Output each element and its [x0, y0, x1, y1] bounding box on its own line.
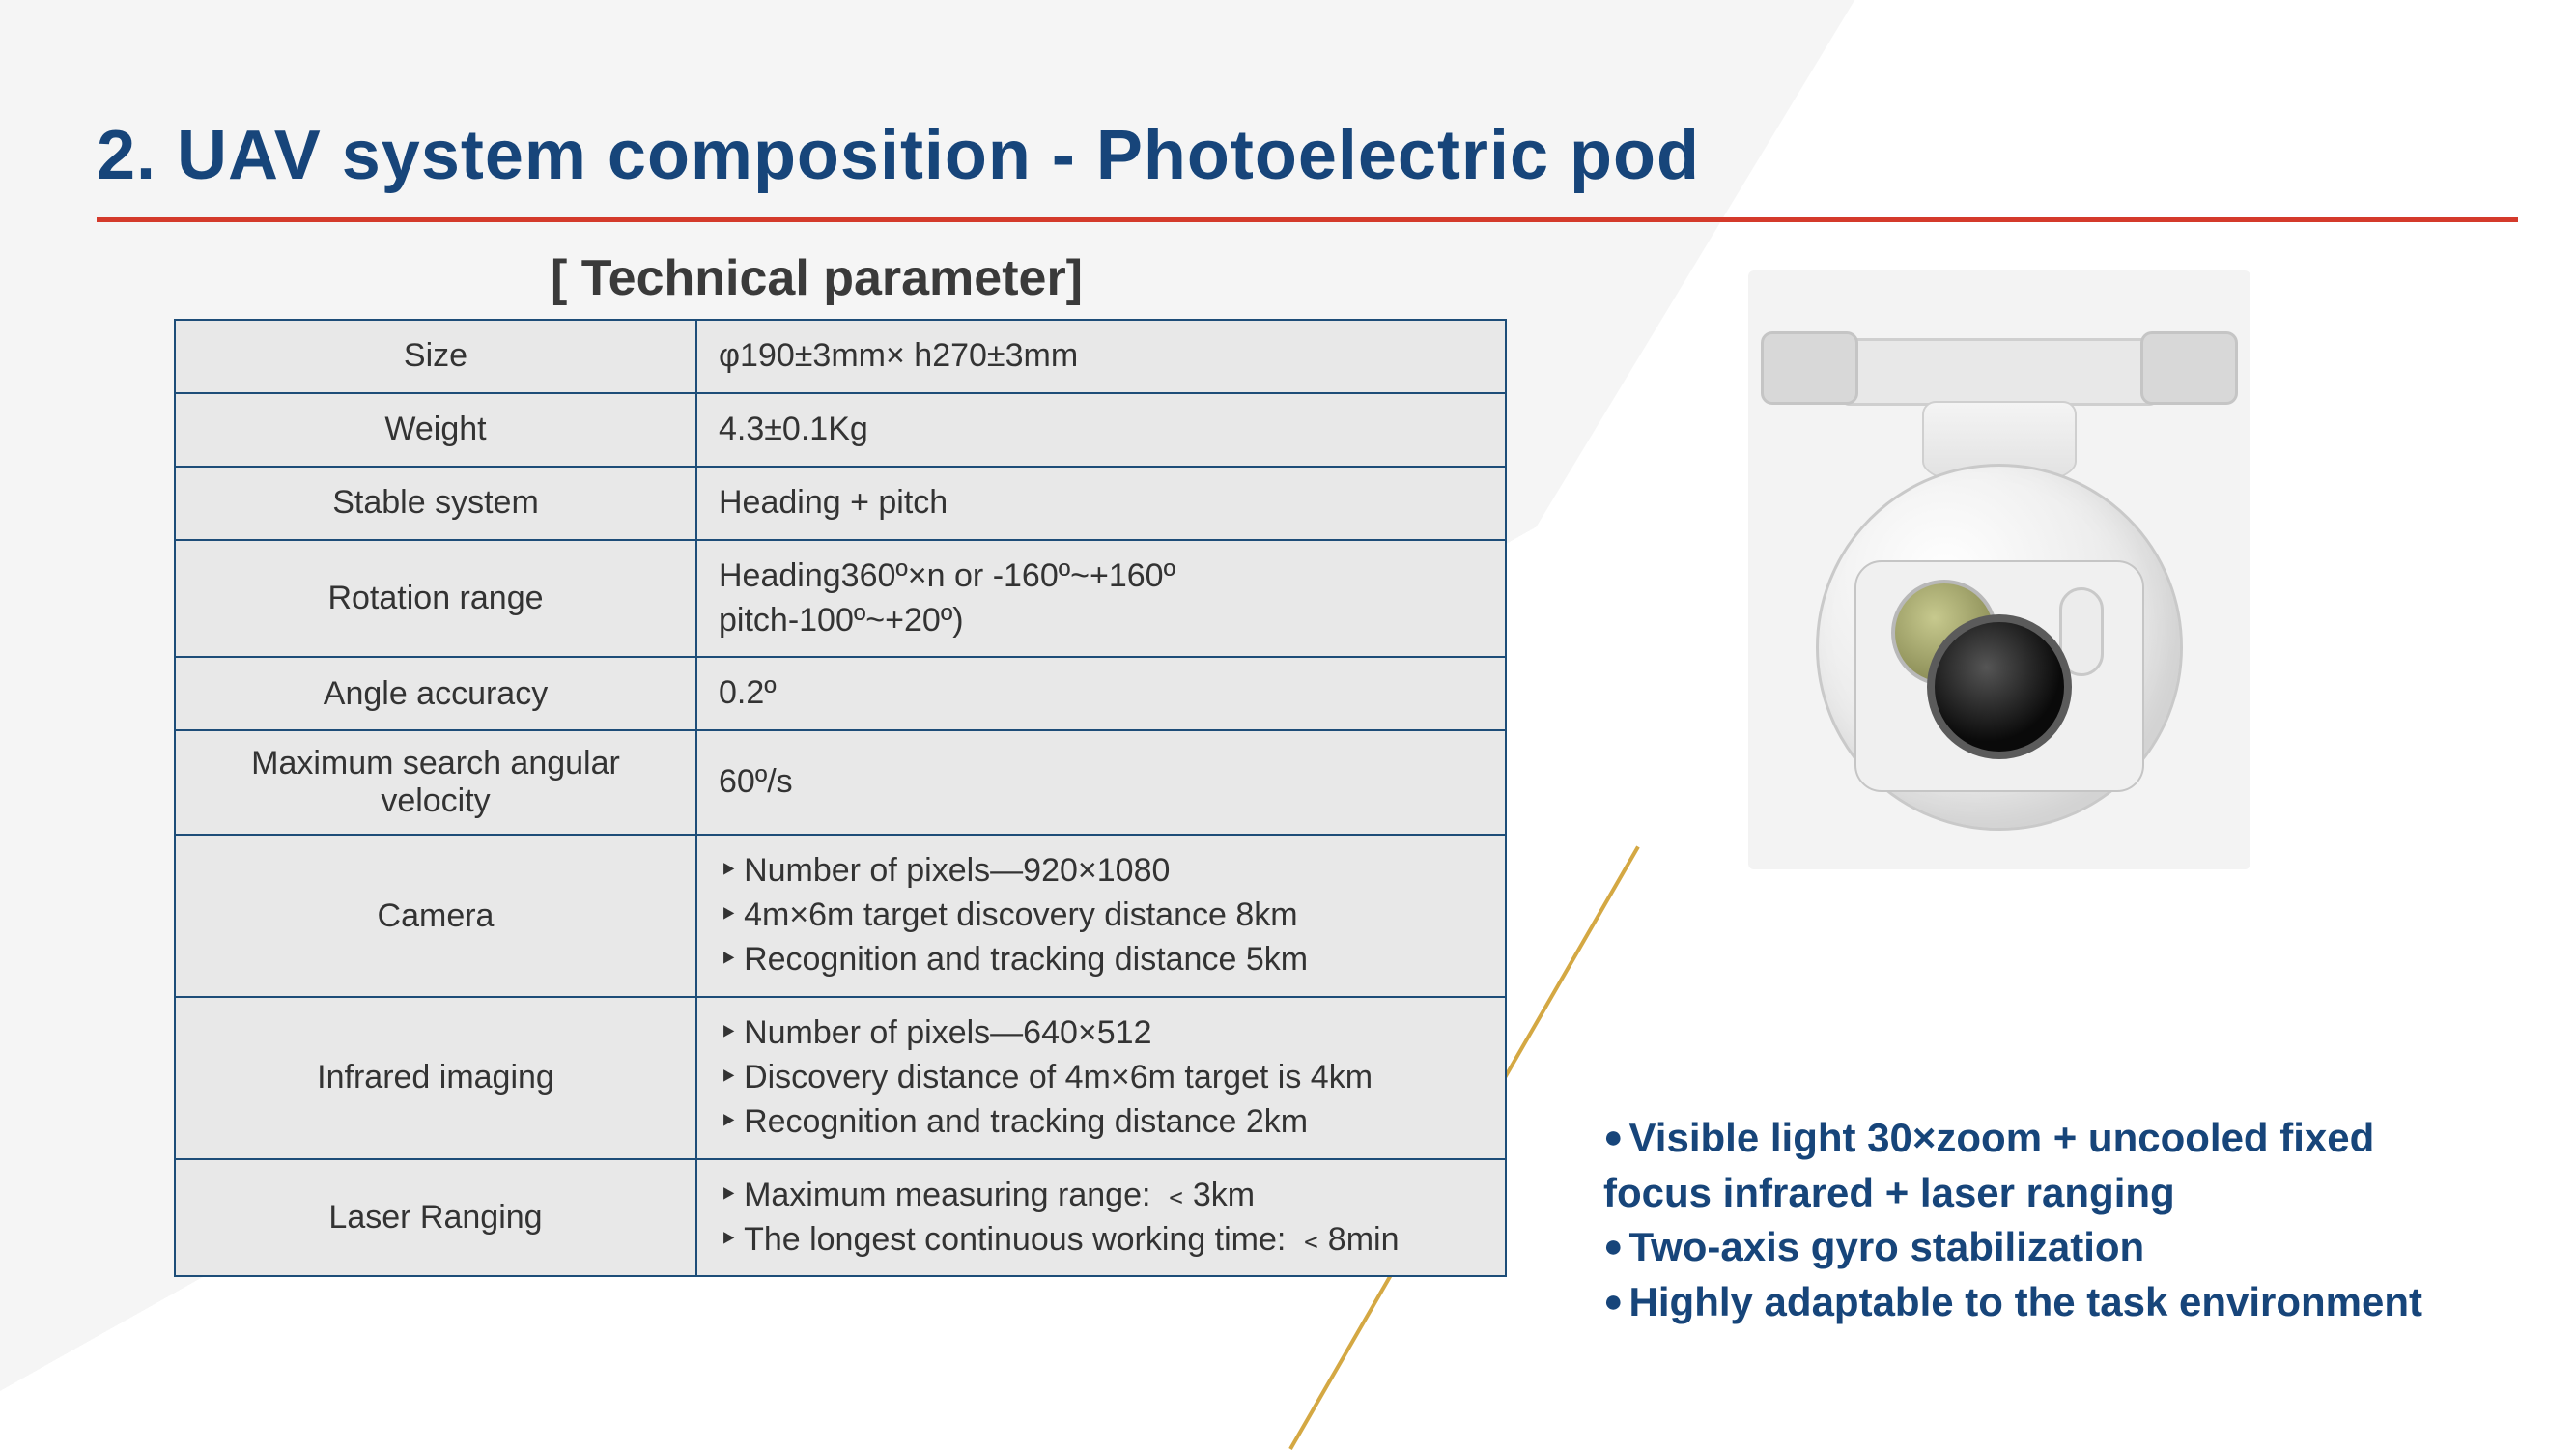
- spec-value-line: Number of pixels—640×512: [719, 1011, 1484, 1056]
- spec-value: Number of pixels—920×10804m×6m target di…: [696, 835, 1506, 997]
- spec-value: 60º/s: [696, 730, 1506, 835]
- spec-label: Angle accuracy: [175, 657, 696, 730]
- spec-value-line: 4m×6m target discovery distance 8km: [719, 894, 1484, 938]
- spec-table-container: Size φ190±3mm× h270±3mm Weight 4.3±0.1Kg Sta…: [174, 319, 1507, 1277]
- spec-label: Infrared imaging: [175, 997, 696, 1159]
- spec-value-line: Discovery distance of 4m×6m target is 4k…: [719, 1056, 1484, 1100]
- table-row: Size φ190±3mm× h270±3mm: [175, 320, 1506, 393]
- spec-value-line: Heading + pitch: [719, 481, 1484, 526]
- spec-label: Stable system: [175, 467, 696, 540]
- table-row: Laser RangingMaximum measuring range: ﹤3…: [175, 1159, 1506, 1277]
- spec-value: 4.3±0.1Kg: [696, 393, 1506, 467]
- title-underline: [97, 217, 2518, 222]
- spec-value-line: The longest continuous working time: ﹤8m…: [719, 1218, 1484, 1263]
- pod-face-icon: [1854, 560, 2144, 792]
- spec-value: Heading + pitch: [696, 467, 1506, 540]
- spec-value-line: Heading360º×n or -160º~+160º: [719, 554, 1484, 599]
- spec-value: 0.2º: [696, 657, 1506, 730]
- spec-value-line: Recognition and tracking distance 5km: [719, 938, 1484, 982]
- table-row: Maximum search angular velocity 60º/s: [175, 730, 1506, 835]
- table-row: Weight 4.3±0.1Kg: [175, 393, 1506, 467]
- spec-label: Camera: [175, 835, 696, 997]
- spec-value-line: φ190±3mm× h270±3mm: [719, 334, 1484, 379]
- feature-list: Visible light 30×zoom + uncooled fixed f…: [1603, 1111, 2492, 1330]
- spec-table: Size φ190±3mm× h270±3mm Weight 4.3±0.1Kg Sta…: [174, 319, 1507, 1277]
- spec-label: Weight: [175, 393, 696, 467]
- table-row: CameraNumber of pixels—920×10804m×6m tar…: [175, 835, 1506, 997]
- spec-value-line: Maximum measuring range: ﹤3km: [719, 1174, 1484, 1218]
- spec-value-line: pitch-100º~+20º): [719, 599, 1484, 643]
- table-row: Infrared imagingNumber of pixels—640×512…: [175, 997, 1506, 1159]
- pod-lens-visible-icon: [1927, 614, 2072, 759]
- spec-value-line: 0.2º: [719, 671, 1484, 716]
- feature-item: Visible light 30×zoom + uncooled fixed f…: [1603, 1111, 2492, 1220]
- spec-value: Heading360º×n or -160º~+160ºpitch-100º~+…: [696, 540, 1506, 658]
- spec-value-line: 60º/s: [719, 760, 1484, 805]
- spec-value-line: Recognition and tracking distance 2km: [719, 1100, 1484, 1145]
- feature-item: Highly adaptable to the task environment: [1603, 1275, 2492, 1330]
- page-title: 2. UAV system composition - Photoelectri…: [97, 116, 1700, 195]
- spec-label: Laser Ranging: [175, 1159, 696, 1277]
- table-row: Angle accuracy 0.2º: [175, 657, 1506, 730]
- spec-label: Size: [175, 320, 696, 393]
- spec-value: φ190±3mm× h270±3mm: [696, 320, 1506, 393]
- table-row: Rotation rangeHeading360º×n or -160º~+16…: [175, 540, 1506, 658]
- spec-value-line: 4.3±0.1Kg: [719, 408, 1484, 452]
- spec-label: Maximum search angular velocity: [175, 730, 696, 835]
- pod-illustration: [1748, 270, 2250, 869]
- table-row: Stable system Heading + pitch: [175, 467, 1506, 540]
- spec-label: Rotation range: [175, 540, 696, 658]
- spec-value-line: Number of pixels—920×1080: [719, 849, 1484, 894]
- spec-value: Maximum measuring range: ﹤3kmThe longest…: [696, 1159, 1506, 1277]
- pod-mount-icon: [1840, 338, 2159, 406]
- section-subhead: [ Technical parameter]: [551, 249, 1083, 307]
- feature-item: Two-axis gyro stabilization: [1603, 1220, 2492, 1275]
- spec-value: Number of pixels—640×512Discovery distan…: [696, 997, 1506, 1159]
